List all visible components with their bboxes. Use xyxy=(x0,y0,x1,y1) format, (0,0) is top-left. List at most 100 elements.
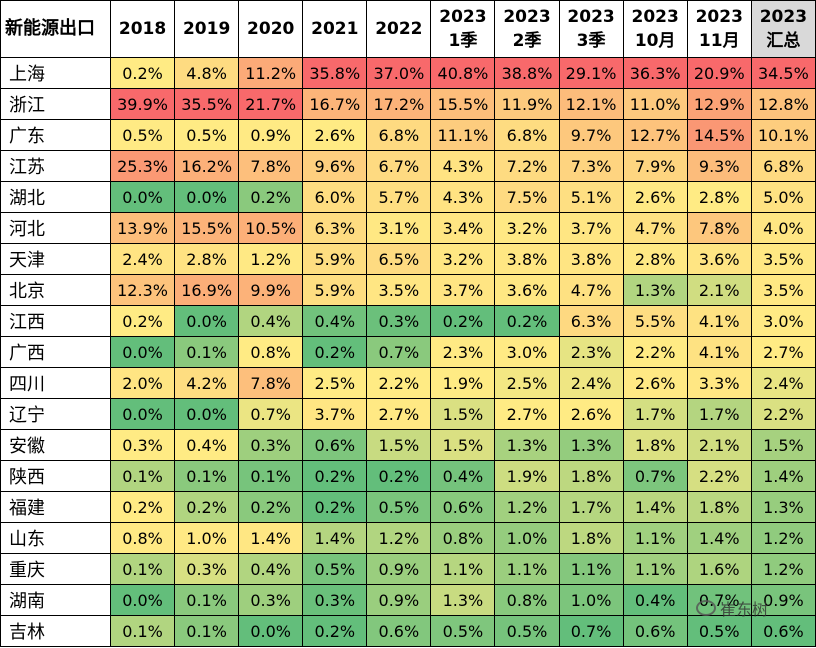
value-cell: 0.1% xyxy=(174,336,240,368)
value-cell: 4.7% xyxy=(622,212,688,244)
value-cell: 0.2% xyxy=(430,305,496,337)
value-cell: 37.0% xyxy=(366,57,432,89)
value-cell: 1.4% xyxy=(302,522,368,554)
region-cell: 重庆 xyxy=(0,553,111,585)
value-cell: 16.2% xyxy=(174,150,240,182)
value-cell: 0.2% xyxy=(494,305,560,337)
value-cell: 7.8% xyxy=(238,367,304,399)
value-cell: 4.7% xyxy=(558,274,624,306)
value-cell: 0.1% xyxy=(109,615,176,647)
value-cell: 0.2% xyxy=(302,491,368,523)
watermark-text: 崔东树 xyxy=(720,600,769,619)
value-cell: 6.8% xyxy=(750,150,816,182)
value-cell: 1.8% xyxy=(686,491,752,523)
value-cell: 0.1% xyxy=(174,460,240,492)
value-cell: 1.7% xyxy=(686,398,752,430)
value-cell: 2.1% xyxy=(686,274,752,306)
value-cell: 6.0% xyxy=(302,181,368,213)
column-header: 2022 xyxy=(366,0,432,58)
value-cell: 3.5% xyxy=(750,274,816,306)
value-cell: 0.3% xyxy=(174,553,240,585)
value-cell: 29.1% xyxy=(558,57,624,89)
value-cell: 0.1% xyxy=(174,615,240,647)
value-cell: 16.9% xyxy=(174,274,240,306)
value-cell: 0.5% xyxy=(366,491,432,523)
value-cell: 3.0% xyxy=(494,336,560,368)
value-cell: 5.0% xyxy=(750,181,816,213)
value-cell: 0.9% xyxy=(750,584,816,616)
value-cell: 20.9% xyxy=(686,57,752,89)
table-row: 北京 12.3% 16.9% 9.9% 5.9% 3.5% 3.7% 3.6% 4.7% 1.3%… xyxy=(0,274,816,306)
value-cell: 11.2% xyxy=(238,57,304,89)
table-row: 浙江 39.9% 35.5% 21.7% 16.7% 17.2% 15.5% 11.9% 12.… xyxy=(0,88,816,120)
value-cell: 0.9% xyxy=(366,584,432,616)
value-cell: 0.3% xyxy=(109,429,176,461)
value-cell: 0.4% xyxy=(238,553,304,585)
value-cell: 2.4% xyxy=(750,367,816,399)
value-cell: 6.3% xyxy=(558,305,624,337)
value-cell: 0.2% xyxy=(174,491,240,523)
value-cell: 0.3% xyxy=(302,584,368,616)
table-row: 江苏 25.3% 16.2% 7.8% 9.6% 6.7% 4.3% 7.2% 7.3% 7.9%… xyxy=(0,150,816,182)
value-cell: 9.3% xyxy=(686,150,752,182)
value-cell: 36.3% xyxy=(622,57,688,89)
value-cell: 0.9% xyxy=(366,553,432,585)
region-cell: 湖北 xyxy=(0,181,111,213)
value-cell: 25.3% xyxy=(109,150,176,182)
column-period: 1季 xyxy=(448,31,478,51)
value-cell: 12.1% xyxy=(558,88,624,120)
table-row: 广东 0.5% 0.5% 0.9% 2.6% 6.8% 11.1% 6.8% 9.7% 12.7%… xyxy=(0,119,816,151)
column-header: 2023 11月 xyxy=(686,0,752,58)
region-cell: 北京 xyxy=(0,274,111,306)
value-cell: 0.4% xyxy=(302,305,368,337)
value-cell: 0.1% xyxy=(109,460,176,492)
value-cell: 0.6% xyxy=(302,429,368,461)
value-cell: 1.1% xyxy=(494,553,560,585)
region-cell: 湖南 xyxy=(0,584,111,616)
value-cell: 0.5% xyxy=(430,615,496,647)
region-cell: 河北 xyxy=(0,212,111,244)
watermark-icon xyxy=(696,600,716,616)
region-cell: 浙江 xyxy=(0,88,111,120)
value-cell: 40.8% xyxy=(430,57,496,89)
value-cell: 0.5% xyxy=(109,119,176,151)
corner-header: 新能源出口 xyxy=(0,0,111,58)
value-cell: 2.8% xyxy=(174,243,240,275)
value-cell: 1.6% xyxy=(686,553,752,585)
table-row: 辽宁 0.0% 0.0% 0.7% 3.7% 2.7% 1.5% 2.7% 2.6% 1.7% 1.… xyxy=(0,398,816,430)
value-cell: 1.1% xyxy=(622,522,688,554)
value-cell: 1.7% xyxy=(622,398,688,430)
value-cell: 1.4% xyxy=(686,522,752,554)
column-period: 3季 xyxy=(576,31,606,51)
value-cell: 2.2% xyxy=(622,336,688,368)
value-cell: 1.9% xyxy=(494,460,560,492)
value-cell: 3.5% xyxy=(750,243,816,275)
region-cell: 山东 xyxy=(0,522,111,554)
column-header: 2021 xyxy=(302,0,368,58)
value-cell: 9.7% xyxy=(558,119,624,151)
value-cell: 14.5% xyxy=(686,119,752,151)
value-cell: 2.8% xyxy=(622,243,688,275)
value-cell: 12.9% xyxy=(686,88,752,120)
column-header: 2019 xyxy=(174,0,240,58)
table-row: 山东 0.8% 1.0% 1.4% 1.4% 1.2% 0.8% 1.0% 1.8% 1.1% 1.… xyxy=(0,522,816,554)
value-cell: 3.5% xyxy=(366,274,432,306)
value-cell: 1.5% xyxy=(430,398,496,430)
region-cell: 吉林 xyxy=(0,615,111,647)
column-header: 2023 3季 xyxy=(558,0,624,58)
value-cell: 17.2% xyxy=(366,88,432,120)
value-cell: 15.5% xyxy=(430,88,496,120)
value-cell: 3.3% xyxy=(686,367,752,399)
value-cell: 3.8% xyxy=(494,243,560,275)
column-year: 2023 xyxy=(695,7,743,27)
region-cell: 福建 xyxy=(0,491,111,523)
table-row: 重庆 0.1% 0.3% 0.4% 0.5% 0.9% 1.1% 1.1% 1.1% 1.1% 1.… xyxy=(0,553,816,585)
column-header: 2020 xyxy=(238,0,304,58)
value-cell: 0.1% xyxy=(174,584,240,616)
value-cell: 2.6% xyxy=(302,119,368,151)
column-year: 2018 xyxy=(118,19,167,39)
value-cell: 6.3% xyxy=(302,212,368,244)
column-header: 2023 汇总 xyxy=(750,0,816,58)
